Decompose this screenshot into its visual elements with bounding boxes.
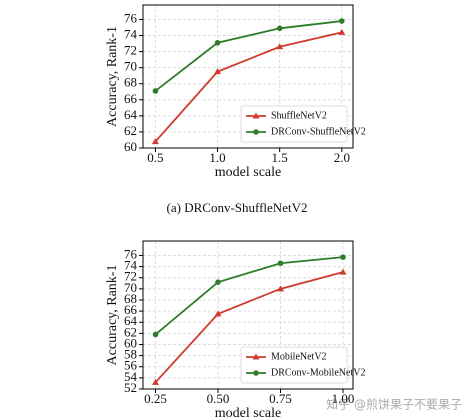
series-line bbox=[154, 256, 344, 336]
x-tick-label: 0.5 bbox=[147, 150, 163, 165]
marker bbox=[276, 43, 284, 50]
marker bbox=[215, 279, 221, 285]
x-axis-label: model scale bbox=[215, 406, 281, 418]
legend-marker bbox=[253, 370, 259, 376]
y-tick-label: 64 bbox=[124, 313, 138, 328]
y-tick-label: 70 bbox=[124, 280, 137, 295]
x-tick-label: 1.00 bbox=[332, 391, 355, 406]
y-tick-label: 72 bbox=[124, 269, 137, 284]
y-tick-label: 74 bbox=[124, 27, 138, 42]
legend-marker bbox=[253, 129, 259, 135]
series-line bbox=[154, 271, 344, 383]
marker bbox=[339, 268, 347, 275]
y-tick-label: 62 bbox=[124, 123, 137, 138]
y-tick-label: 68 bbox=[124, 291, 137, 306]
y-tick-label: 60 bbox=[124, 335, 137, 350]
y-axis-label: Accuracy, Rank-1 bbox=[105, 265, 120, 366]
y-tick-label: 64 bbox=[124, 107, 138, 122]
y-tick-label: 52 bbox=[124, 380, 137, 395]
plot-frame bbox=[142, 240, 354, 390]
y-tick-label: 62 bbox=[124, 324, 137, 339]
marker bbox=[214, 68, 222, 75]
x-tick-label: 0.50 bbox=[207, 391, 230, 406]
legend-label: DRConv-MobileNetV2 bbox=[271, 367, 365, 378]
marker bbox=[151, 138, 159, 145]
marker bbox=[277, 260, 284, 267]
marker bbox=[338, 28, 346, 35]
marker bbox=[340, 254, 346, 260]
marker bbox=[152, 331, 159, 338]
marker bbox=[277, 285, 284, 292]
marker bbox=[339, 18, 345, 24]
y-tick-label: 76 bbox=[124, 10, 138, 25]
x-tick-label: 0.75 bbox=[269, 391, 292, 406]
y-tick-label: 74 bbox=[124, 258, 138, 273]
y-tick-label: 68 bbox=[124, 75, 137, 90]
marker bbox=[214, 39, 221, 46]
y-tick-label: 56 bbox=[124, 358, 138, 373]
legend-label: DRConv-ShuffleNetV2 bbox=[271, 126, 366, 137]
marker bbox=[152, 88, 159, 94]
legend-box bbox=[240, 346, 348, 384]
y-tick-label: 54 bbox=[124, 369, 138, 384]
legend-label: ShuffleNetV2 bbox=[271, 110, 327, 121]
legend-label: MobileNetV2 bbox=[271, 351, 327, 362]
y-tick-label: 60 bbox=[124, 139, 137, 154]
legend-marker bbox=[252, 353, 260, 360]
y-tick-label: 76 bbox=[124, 246, 138, 261]
y-tick-label: 72 bbox=[124, 43, 137, 58]
plot-frame bbox=[142, 4, 354, 149]
x-tick-label: 1.0 bbox=[209, 150, 225, 165]
y-tick-label: 58 bbox=[124, 347, 137, 362]
y-tick-label: 66 bbox=[124, 91, 138, 106]
series-line bbox=[154, 20, 342, 92]
caption: (a) DRConv-ShuffleNetV2 bbox=[167, 200, 308, 215]
legend-box bbox=[240, 105, 348, 143]
y-tick-label: 66 bbox=[124, 302, 138, 317]
series-line bbox=[154, 31, 343, 143]
y-axis-label: Accuracy, Rank-1 bbox=[105, 26, 120, 127]
x-tick-label: 1.5 bbox=[272, 150, 288, 165]
x-tick-label: 0.25 bbox=[144, 391, 167, 406]
x-tick-label: 2.0 bbox=[334, 150, 350, 165]
marker bbox=[152, 378, 159, 385]
marker bbox=[214, 310, 222, 317]
y-tick-label: 70 bbox=[124, 59, 137, 74]
watermark: 知乎 @煎饼果子不要果子 bbox=[326, 397, 462, 412]
legend-marker bbox=[252, 112, 260, 119]
x-axis-label: model scale bbox=[215, 165, 281, 180]
marker bbox=[276, 25, 283, 32]
